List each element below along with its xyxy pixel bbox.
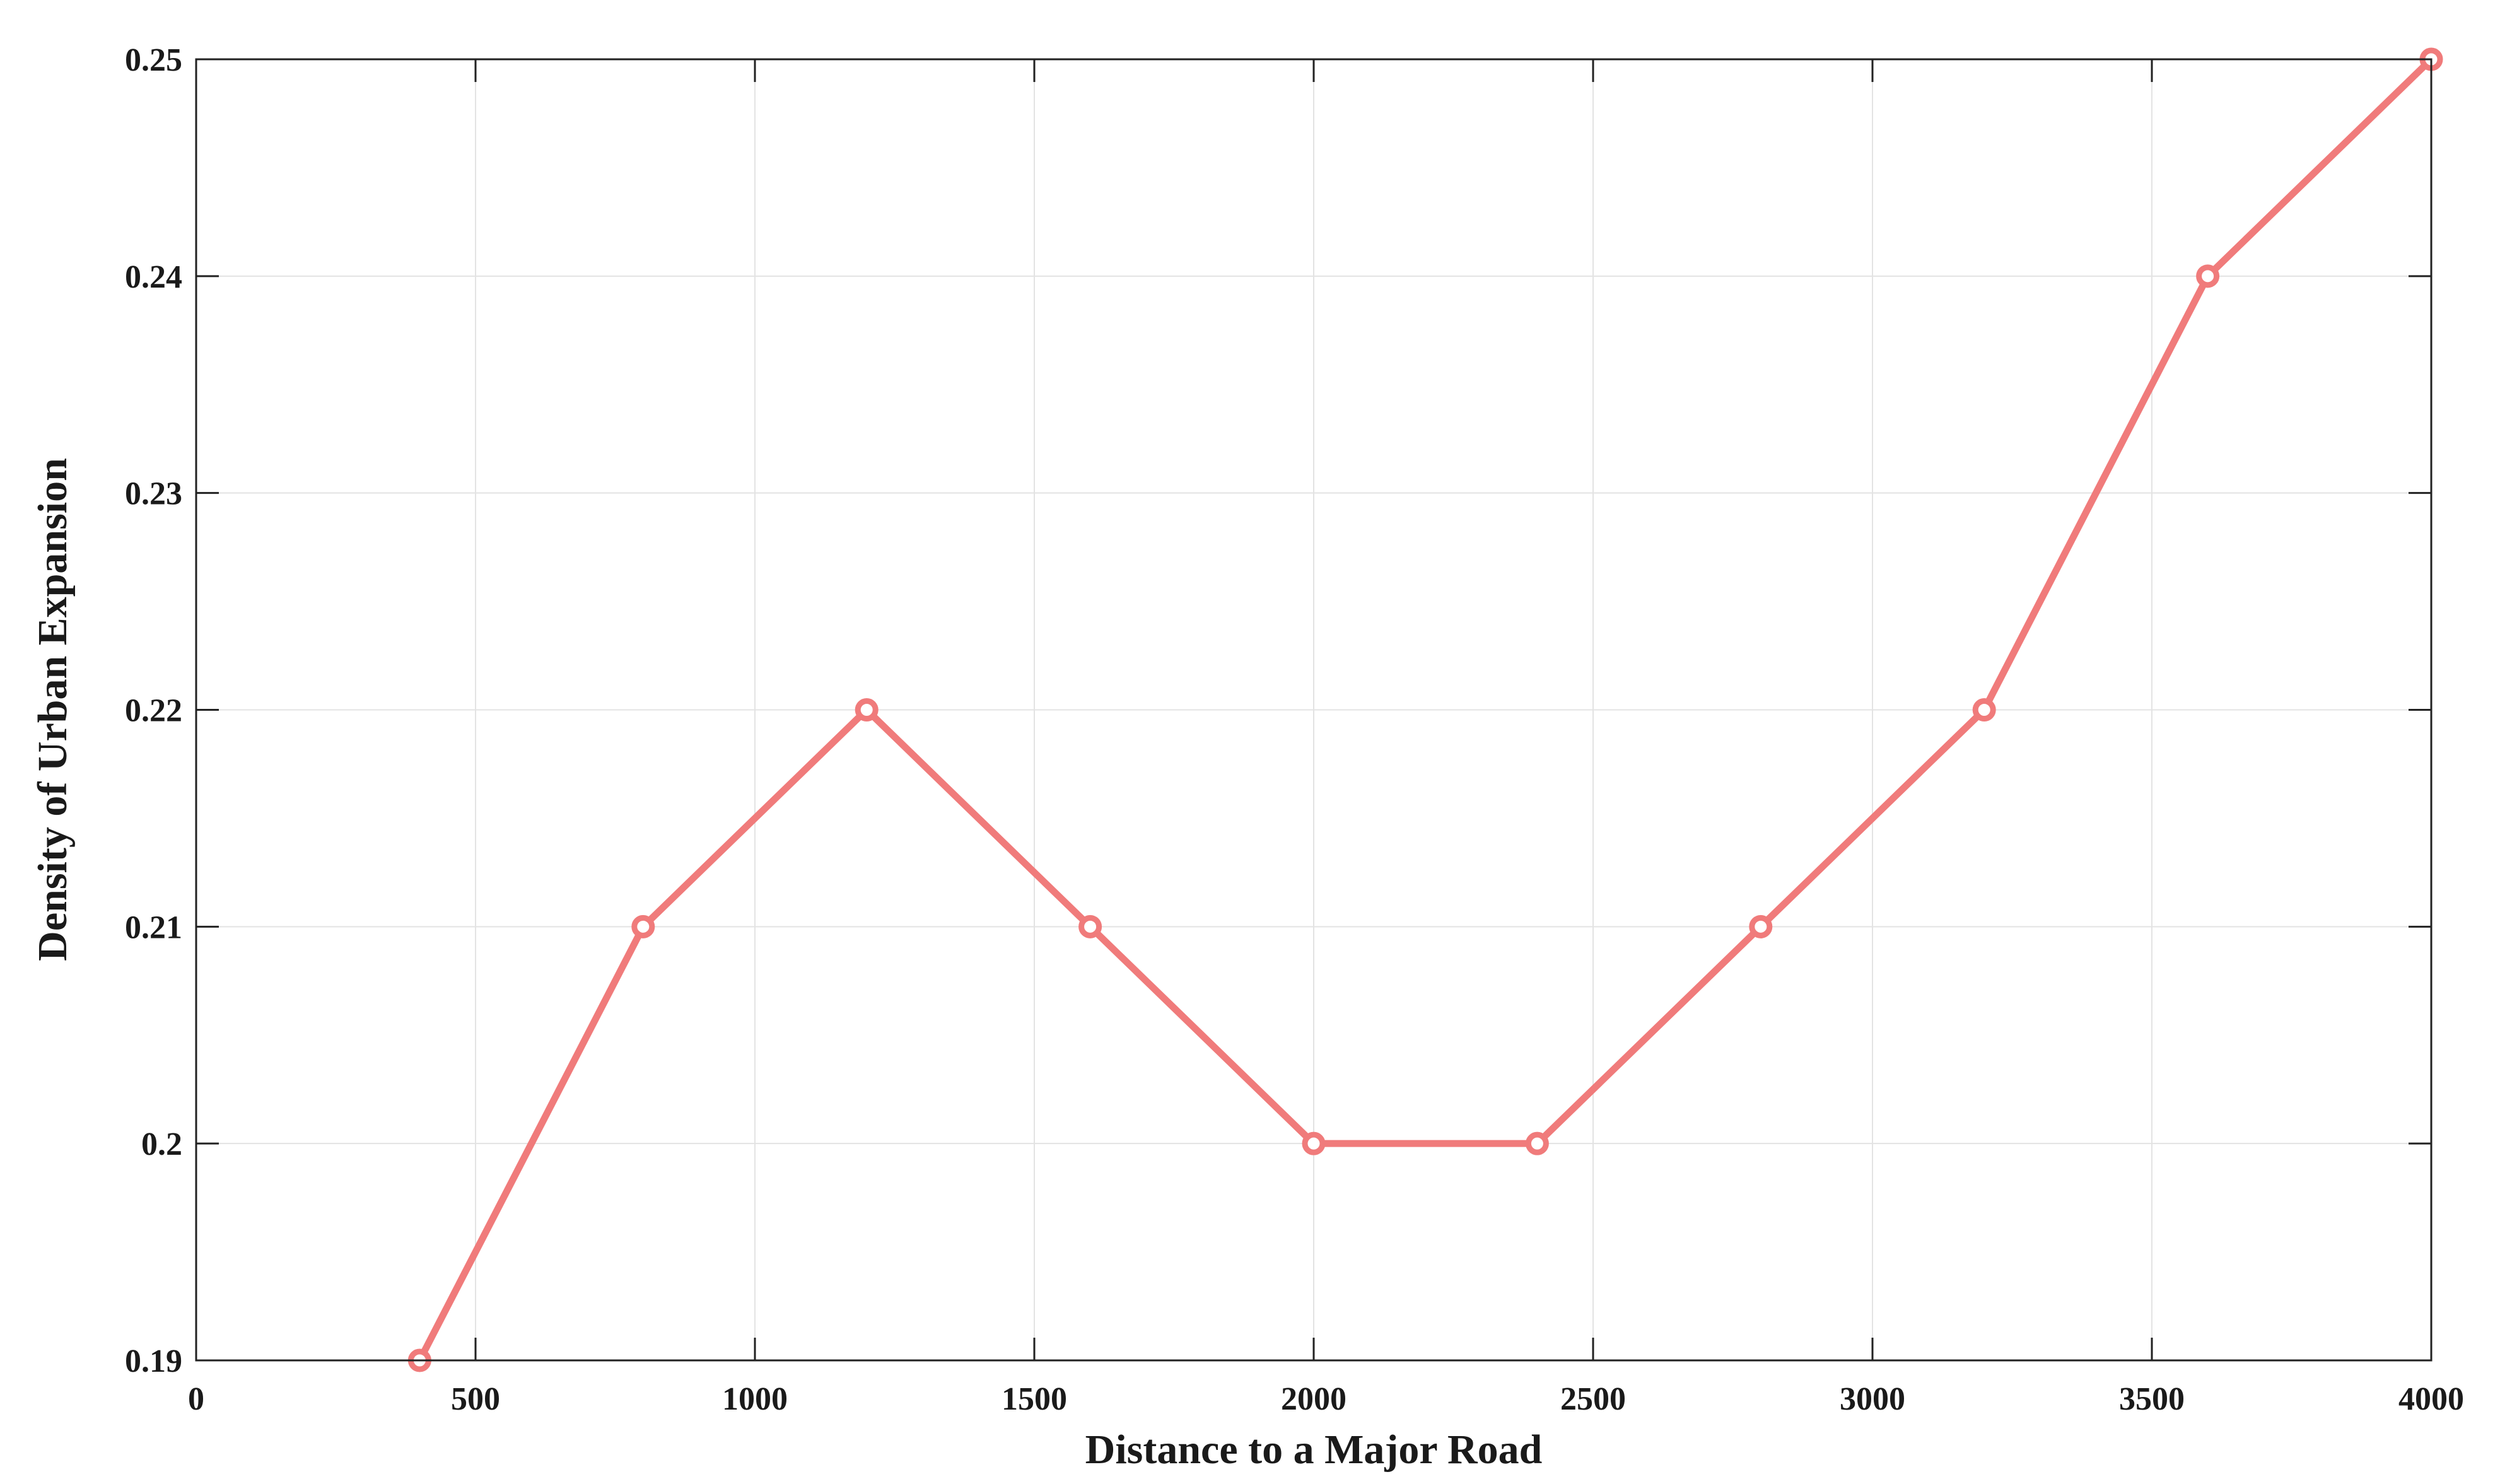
x-tick-label: 1500 (1002, 1381, 1067, 1417)
x-tick-label: 2000 (1281, 1381, 1346, 1417)
y-tick-label: 0.25 (125, 42, 182, 78)
x-tick-label: 3000 (1840, 1381, 1905, 1417)
grid (196, 59, 2432, 1361)
y-tick-label: 0.24 (125, 259, 182, 295)
x-tick-label: 0 (188, 1381, 204, 1417)
x-tick-label: 500 (451, 1381, 500, 1417)
x-tick-label: 1000 (722, 1381, 788, 1417)
x-tick-label: 4000 (2398, 1381, 2464, 1417)
y-tick-label: 0.19 (125, 1343, 182, 1379)
data-marker (1749, 914, 1773, 938)
y-tick-label: 0.2 (141, 1126, 182, 1162)
data-marker (1972, 698, 1996, 722)
y-tick-label: 0.22 (125, 693, 182, 729)
plot-frame (195, 58, 2433, 1362)
data-marker (855, 698, 879, 722)
data-line (416, 57, 2434, 1362)
data-marker (631, 914, 655, 938)
data-marker (1525, 1131, 1549, 1155)
x-tick-label: 2500 (1560, 1381, 1626, 1417)
x-axis-label: Distance to a Major Road (1085, 1427, 1543, 1473)
data-marker (1302, 1131, 1326, 1155)
x-tick-label: 3500 (2119, 1381, 2185, 1417)
y-tick-label: 0.21 (125, 909, 182, 945)
y-tick-label: 0.23 (125, 476, 182, 512)
data-marker (1078, 914, 1102, 938)
data-marker (2196, 264, 2220, 288)
y-axis-label: Density of Urban Expansion (30, 458, 76, 961)
